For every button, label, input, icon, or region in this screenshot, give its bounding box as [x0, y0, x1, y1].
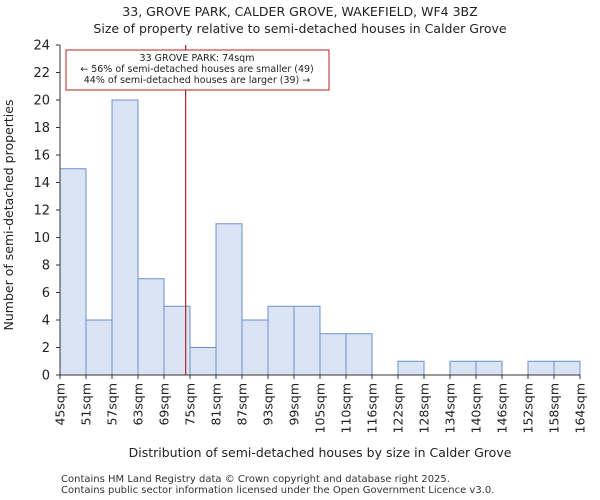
bar-134sqm [449, 360, 477, 376]
x-tick-label: 158sqm [547, 383, 562, 433]
bar-81sqm [215, 223, 243, 376]
y-tick-label: 18 [33, 121, 50, 136]
bar-87sqm [241, 319, 269, 376]
bar-99sqm [293, 305, 321, 376]
y-tick-label: 14 [33, 176, 50, 191]
y-tick-label: 2 [42, 341, 50, 356]
x-tick-label: 140sqm [469, 383, 484, 433]
bar-152sqm [527, 360, 555, 376]
footer-line-1: Contains HM Land Registry data © Crown c… [61, 474, 450, 485]
bars-group [59, 99, 581, 376]
x-tick-label: 116sqm [365, 383, 380, 433]
annotation-line-2: ← 56% of semi-detached houses are smalle… [80, 64, 314, 75]
x-tick-label: 134sqm [443, 383, 458, 433]
x-tick-label: 164sqm [573, 383, 588, 433]
annotation-line-3: 44% of semi-detached houses are larger (… [84, 75, 311, 86]
x-tick-label: 63sqm [131, 383, 146, 426]
x-tick-label: 75sqm [183, 383, 198, 426]
annotation-border [65, 49, 330, 91]
x-axis-label: Distribution of semi-detached houses by … [129, 445, 512, 460]
y-tick-label: 20 [33, 94, 50, 109]
x-tick-label: 152sqm [521, 383, 536, 433]
x-tick-label: 45sqm [53, 383, 68, 426]
y-tick-label: 22 [33, 66, 50, 81]
x-tick-label: 105sqm [313, 383, 328, 433]
y-tick-label: 10 [33, 231, 50, 246]
y-axis-label: Number of semi-detached properties [1, 100, 16, 331]
chart-subtitle: Size of property relative to semi-detach… [93, 21, 507, 36]
bar-158sqm [553, 360, 581, 376]
bar-105sqm [319, 333, 347, 376]
x-tick-label: 69sqm [157, 383, 172, 426]
bar-45sqm [59, 168, 87, 376]
annotation-line-1: 33 GROVE PARK: 74sqm [140, 53, 255, 64]
bar-122sqm [397, 360, 425, 376]
y-tick-label: 16 [33, 149, 50, 164]
y-tick-label: 0 [42, 369, 50, 384]
x-tick-label: 57sqm [105, 383, 120, 426]
x-tick-label: 93sqm [261, 383, 276, 426]
x-ticks-group: 45sqm 51sqm 57sqm 63sqm 69sqm 75sqm 81sqm 87sqm… [53, 375, 588, 433]
x-tick-label: 122sqm [391, 383, 406, 433]
y-tick-label: 24 [33, 39, 50, 54]
y-tick-label: 12 [33, 204, 50, 219]
y-tick-label: 4 [42, 314, 50, 329]
chart-title: 33, GROVE PARK, CALDER GROVE, WAKEFIELD,… [122, 4, 478, 19]
bar-110sqm [345, 333, 373, 376]
x-tick-label: 87sqm [235, 383, 250, 426]
y-tick-label: 8 [42, 259, 50, 274]
x-tick-label: 146sqm [495, 383, 510, 433]
bar-51sqm [85, 319, 113, 376]
bar-75sqm [189, 347, 217, 376]
annotation-box: 33 GROVE PARK: 74sqm ← 56% of semi-detac… [65, 49, 330, 91]
y-tick-label: 6 [42, 286, 50, 301]
bar-140sqm [475, 360, 503, 376]
x-tick-label: 110sqm [339, 383, 354, 433]
x-tick-label: 81sqm [209, 383, 224, 426]
x-tick-label: 99sqm [287, 383, 302, 426]
footer-line-2: Contains public sector information licen… [61, 485, 495, 496]
x-tick-label: 128sqm [417, 383, 432, 433]
x-tick-label: 51sqm [79, 383, 94, 426]
bar-93sqm [267, 305, 295, 376]
bar-57sqm [111, 99, 139, 376]
bar-63sqm [137, 278, 165, 376]
